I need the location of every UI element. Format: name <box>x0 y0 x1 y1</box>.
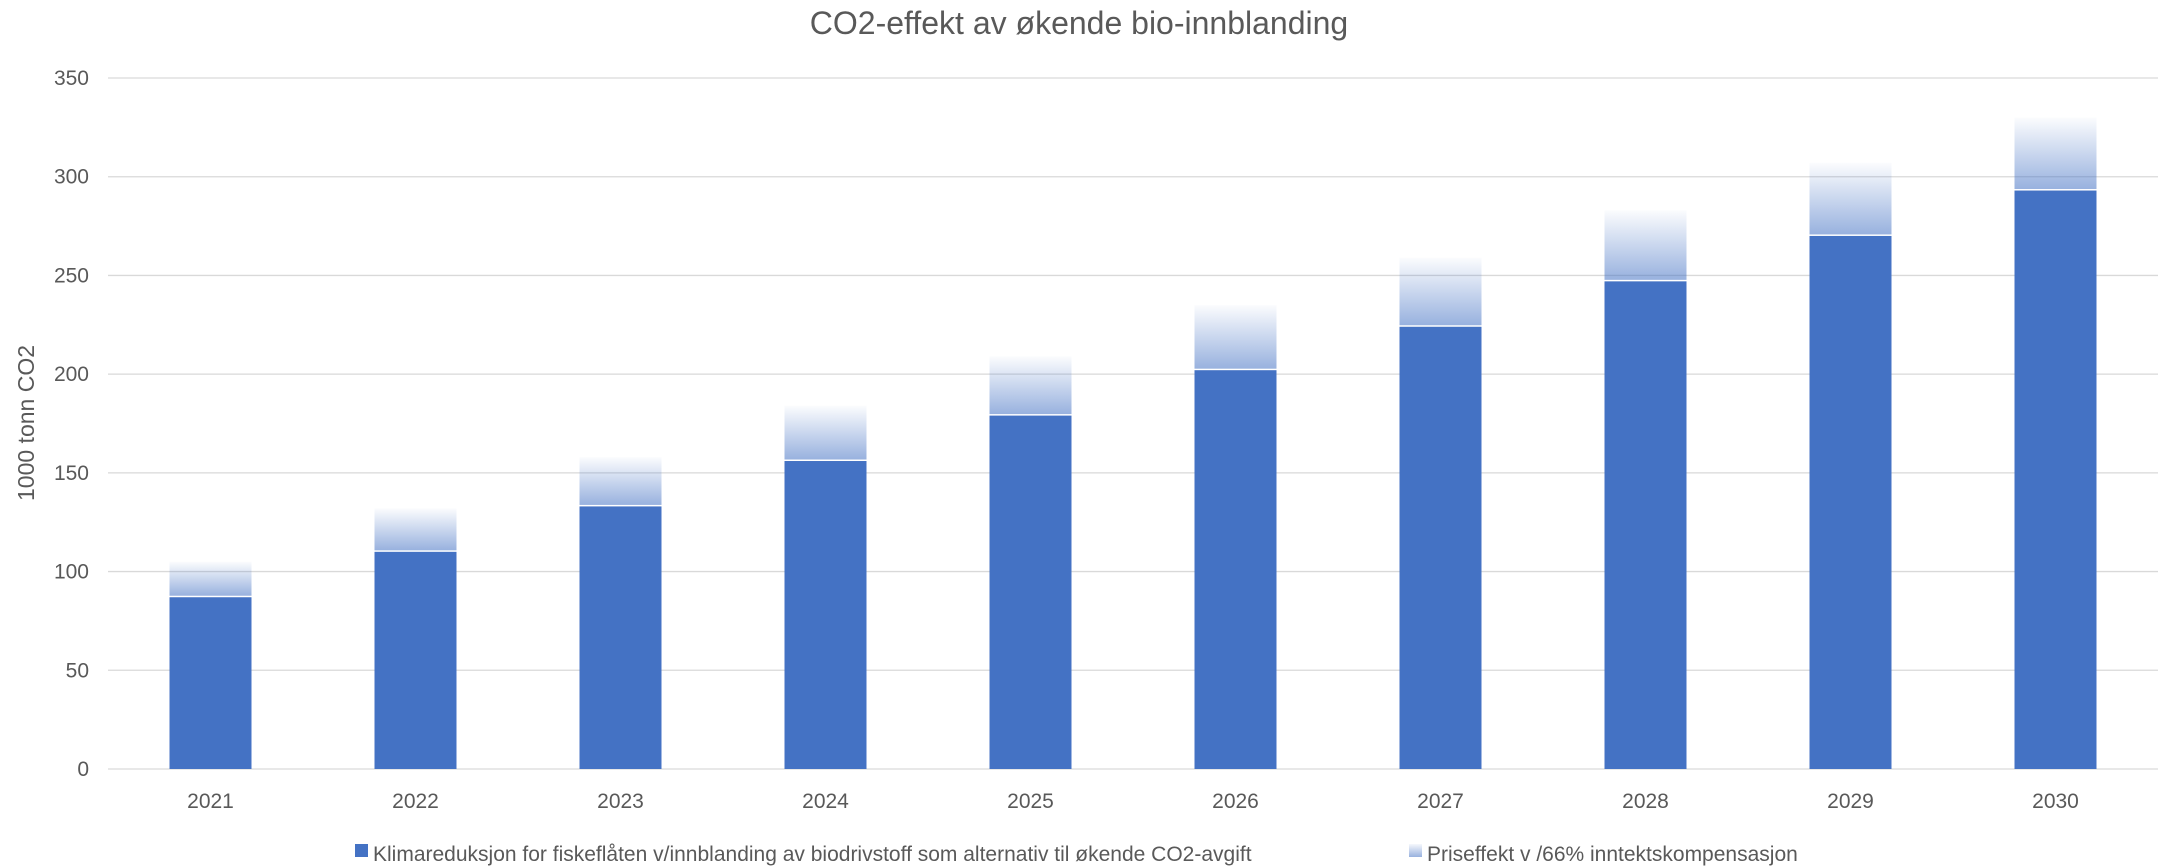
bar-klimareduksjon-2025 <box>989 415 1072 769</box>
legend-swatch-klimareduksjon <box>355 844 368 857</box>
x-tick-label: 2025 <box>1007 790 1054 813</box>
bar-priseffekt-2026 <box>1194 305 1277 369</box>
y-tick-label: 150 <box>54 462 89 485</box>
x-tick-label: 2021 <box>187 790 234 813</box>
y-tick-label: 300 <box>54 166 89 189</box>
bar-klimareduksjon-2028 <box>1604 281 1687 769</box>
legend-swatch-priseffekt <box>1409 844 1422 857</box>
x-tick-label: 2024 <box>802 790 849 813</box>
chart-title: CO2-effekt av økende bio-innblanding <box>810 5 1348 41</box>
bar-klimareduksjon-2021 <box>169 597 252 769</box>
bar-priseffekt-2030 <box>2014 117 2097 190</box>
x-tick-label: 2023 <box>597 790 644 813</box>
legend-label-priseffekt: Priseffekt v /66% inntektskompensasjon <box>1427 843 1798 866</box>
bar-priseffekt-2028 <box>1604 210 1687 280</box>
y-axis-ticks: 0 50 100 150 200 250 300 350 <box>54 67 89 781</box>
bar-klimareduksjon-2029 <box>1809 235 1892 769</box>
y-tick-label: 200 <box>54 363 89 386</box>
legend-label-klimareduksjon: Klimareduksjon for fiskeflåten v/innblan… <box>373 843 1252 866</box>
bar-priseffekt-2024 <box>784 405 867 460</box>
bar-klimareduksjon-2022 <box>374 551 457 769</box>
bar-priseffekt-2027 <box>1399 257 1482 326</box>
bar-klimareduksjon-2024 <box>784 461 867 769</box>
x-axis-ticks: 2021 2022 2023 2024 2025 2026 2027 2028 2029 2030 <box>187 790 2079 813</box>
bar-priseffekt-2025 <box>989 356 1072 415</box>
x-tick-label: 2029 <box>1827 790 1874 813</box>
x-tick-label: 2030 <box>2032 790 2079 813</box>
y-tick-label: 250 <box>54 264 89 287</box>
bar-priseffekt-2023 <box>579 457 662 505</box>
x-tick-label: 2028 <box>1622 790 1669 813</box>
y-tick-label: 350 <box>54 67 89 90</box>
bar-priseffekt-2022 <box>374 508 457 551</box>
x-tick-label: 2022 <box>392 790 439 813</box>
bar-klimareduksjon-2027 <box>1399 326 1482 769</box>
y-axis-label: 1000 tonn CO2 <box>13 345 39 501</box>
x-tick-label: 2026 <box>1212 790 1259 813</box>
y-tick-label: 100 <box>54 561 89 584</box>
bar-klimareduksjon-2026 <box>1194 370 1277 769</box>
y-tick-label: 0 <box>77 758 89 781</box>
bar-priseffekt-2029 <box>1809 162 1892 235</box>
legend: Klimareduksjon for fiskeflåten v/innblan… <box>355 843 1798 866</box>
bar-priseffekt-2021 <box>169 561 252 596</box>
bar-klimareduksjon-2030 <box>2014 190 2097 769</box>
y-tick-label: 50 <box>66 659 89 682</box>
bars <box>169 117 2097 769</box>
bar-klimareduksjon-2023 <box>579 506 662 769</box>
x-tick-label: 2027 <box>1417 790 1464 813</box>
